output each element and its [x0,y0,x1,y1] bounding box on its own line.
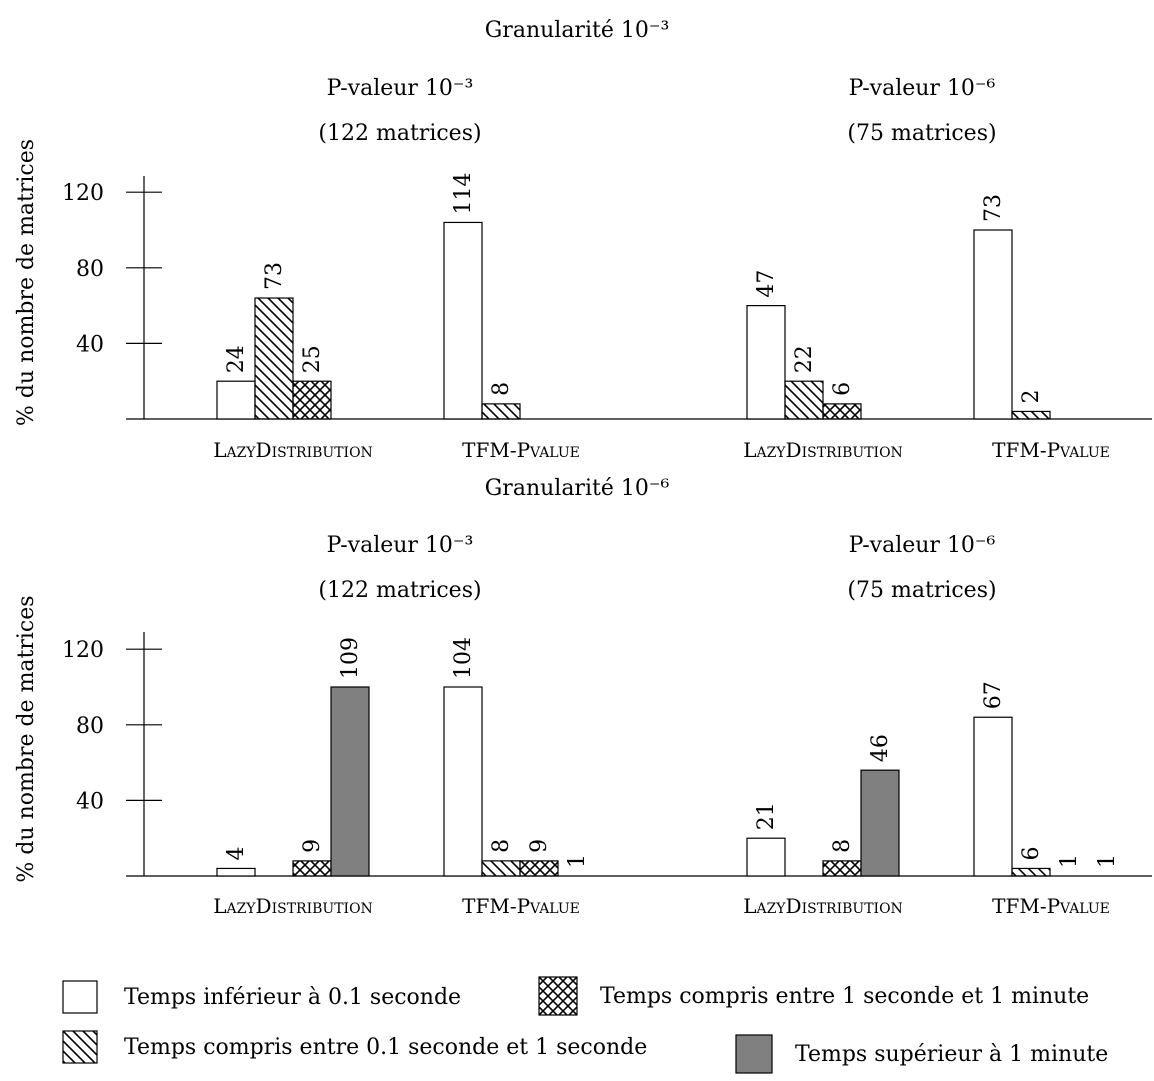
data-label: 8 [830,839,855,853]
data-label: 8 [489,382,514,396]
bar [443,686,483,877]
data-label: 4 [224,846,249,860]
chart-title: Granularité 10⁻⁶ [485,476,670,501]
bar [330,686,370,877]
bar [292,380,332,420]
bar [254,297,294,420]
category-label: LazyDistribution [213,894,373,918]
data-label: 25 [300,345,325,373]
data-label: 6 [830,382,855,396]
y-axis-label: % du nombre de matrices [14,595,39,882]
data-label: 21 [754,802,779,830]
panel-subtitle: P-valeur 10⁻⁶ [849,533,996,558]
category-label: TFM-Pvalue [462,894,580,918]
bar [1011,867,1051,877]
bar [746,837,786,877]
bar [481,860,521,877]
data-label: 6 [1019,846,1044,860]
panel-subtitle-count: (122 matrices) [318,121,481,146]
data-label: 109 [338,637,363,679]
chart-title: Granularité 10⁻³ [485,18,670,43]
data-label: 46 [868,734,893,762]
data-label: 8 [489,839,514,853]
panel-subtitle: P-valeur 10⁻⁶ [849,76,996,101]
y-axis-label: % du nombre de matrices [14,139,39,426]
y-tick-label: 80 [76,714,104,739]
bar [973,229,1013,420]
data-label: 1 [1057,854,1082,868]
category-label: TFM-Pvalue [992,894,1110,918]
category-label: TFM-Pvalue [992,438,1110,462]
data-label: 73 [981,194,1006,222]
data-label: 47 [754,270,779,298]
data-label: 24 [224,345,249,373]
panel-subtitle: P-valeur 10⁻³ [327,76,474,101]
bar [216,380,256,420]
panel-subtitle-count: (75 matrices) [847,578,996,603]
data-label: 9 [527,839,552,853]
bar [519,860,559,877]
data-label: 2 [1019,389,1044,403]
y-tick-label: 120 [62,638,104,663]
bar [822,403,862,420]
category-label: LazyDistribution [213,438,373,462]
bar [1011,410,1051,420]
bar [443,221,483,420]
data-label: 67 [981,681,1006,709]
bar [292,860,332,877]
bar [216,867,256,877]
y-tick-label: 120 [62,181,104,206]
category-label: LazyDistribution [743,894,903,918]
data-label: 1 [1095,854,1120,868]
bar [822,860,862,877]
y-tick-label: 40 [76,789,104,814]
panel-subtitle: P-valeur 10⁻³ [327,533,474,558]
y-tick-label: 40 [76,332,104,357]
data-label: 104 [451,637,476,679]
category-label: TFM-Pvalue [462,438,580,462]
bar [784,380,824,420]
data-label: 73 [262,262,287,290]
panel-subtitle-count: (75 matrices) [847,121,996,146]
data-label: 1 [565,854,590,868]
category-label: LazyDistribution [743,438,903,462]
data-label: 9 [300,839,325,853]
bar [746,305,786,420]
bar [860,769,900,877]
panel-subtitle-count: (122 matrices) [318,578,481,603]
bar [481,403,521,420]
data-label: 114 [451,172,476,214]
y-tick-label: 80 [76,257,104,282]
bar [973,716,1013,877]
data-label: 22 [792,345,817,373]
